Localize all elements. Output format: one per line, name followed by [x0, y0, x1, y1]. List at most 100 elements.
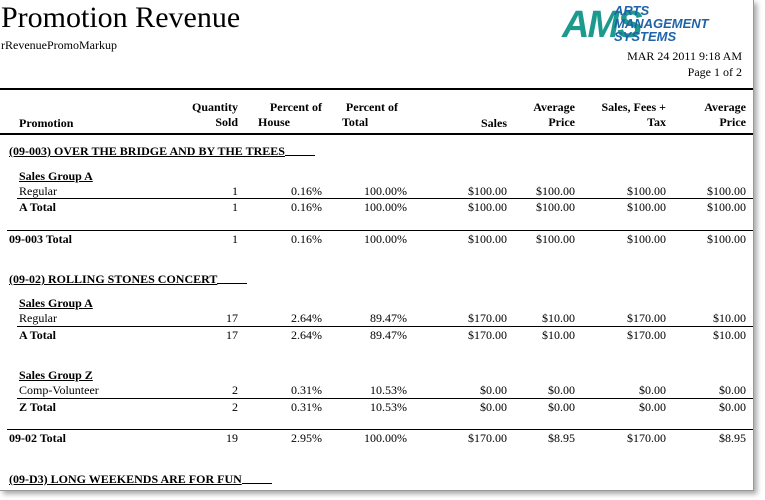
cell-sales: $0.00 [480, 383, 507, 397]
cell-sft: $170.00 [627, 328, 666, 342]
cell-qty: 1 [232, 200, 238, 214]
cell-qty: 2 [232, 400, 238, 414]
col-header-average-price-2: Average Price [680, 100, 746, 130]
sales-group-title: Sales Group A [19, 169, 93, 183]
col-header-percent-house: Percent of House [246, 100, 322, 130]
cell-qty: 1 [232, 232, 238, 246]
col-header-sft-line2: Tax [647, 115, 666, 129]
title-underline-pad [284, 143, 315, 156]
cell-qty: 17 [226, 328, 238, 342]
group-total-row: A Total 1 0.16% 100.00% $100.00 $100.00 … [0, 199, 753, 215]
arts-management-systems-logo: AMS ARTS MANAGEMENT SYSTEMS [562, 3, 742, 47]
report-title: Promotion Revenue [1, 1, 241, 34]
cell-avg: $100.00 [536, 184, 575, 198]
col-header-avg2-line1: Average [704, 100, 746, 114]
cell-sft: $100.00 [627, 200, 666, 214]
report-datetime: MAR 24 2011 9:18 AM [627, 49, 742, 63]
report-page: Promotion Revenue rRevenuePromoMarkup AM… [0, 0, 754, 491]
col-header-sales: Sales [480, 116, 507, 130]
cell-pot: 100.00% [364, 200, 407, 214]
promotion-title: (09-D3) LONG WEEKENDS ARE FOR FUN [9, 471, 272, 487]
col-header-sales-fees-tax: Sales, Fees + Tax [580, 100, 667, 130]
row-label: Z Total [19, 400, 57, 414]
promotion-title: (09-003) OVER THE BRIDGE AND BY THE TREE… [9, 143, 315, 159]
cell-sales: $170.00 [468, 431, 507, 445]
cell-pot: 100.00% [364, 184, 407, 198]
cell-pot: 89.47% [370, 311, 407, 325]
row-label: 09-003 Total [9, 232, 73, 246]
cell-sales: $170.00 [468, 328, 507, 342]
logo-line-systems: SYSTEMS [614, 29, 677, 44]
logo-line-arts: ARTS [614, 3, 650, 18]
subtotal-rule [17, 326, 753, 327]
col-header-quantity-line2: Sold [215, 115, 238, 129]
promotion-title: (09-02) ROLLING STONES CONCERT [9, 271, 248, 287]
cell-sales: $100.00 [468, 184, 507, 198]
row-label: 09-02 Total [9, 431, 67, 445]
cell-sft: $170.00 [627, 431, 666, 445]
col-header-avg-line2: Price [548, 115, 575, 129]
col-header-quantity-sold: Quantity Sold [170, 100, 238, 130]
promotion-title-text: (09-D3) LONG WEEKENDS ARE FOR FUN [9, 472, 242, 486]
detail-row: Regular 1 0.16% 100.00% $100.00 $100.00 … [0, 183, 753, 199]
cell-poh: 0.31% [291, 400, 322, 414]
cell-avg: $0.00 [548, 383, 575, 397]
row-label: Comp-Volunteer [19, 383, 99, 397]
cell-sales: $100.00 [468, 200, 507, 214]
cell-sales: $0.00 [480, 400, 507, 414]
cell-avg2: $0.00 [719, 400, 746, 414]
col-header-average-price: Average Price [510, 100, 575, 130]
title-underline-pad [217, 271, 248, 284]
cell-avg: $10.00 [542, 311, 575, 325]
cell-sft: $170.00 [627, 311, 666, 325]
logo-wordmark: ARTS MANAGEMENT SYSTEMS [614, 4, 709, 43]
cell-sft: $0.00 [639, 383, 666, 397]
promotion-title-text: (09-003) OVER THE BRIDGE AND BY THE TREE… [9, 144, 285, 158]
cell-sft: $100.00 [627, 232, 666, 246]
col-header-pot-line2: Total [342, 115, 369, 129]
promotion-total-row: 09-02 Total 19 2.95% 100.00% $170.00 $8.… [0, 430, 753, 446]
cell-poh: 0.16% [291, 232, 322, 246]
cell-pot: 10.53% [370, 383, 407, 397]
logo-line-management: MANAGEMENT [614, 16, 709, 31]
header-top-rule [0, 88, 753, 90]
cell-avg2: $100.00 [707, 200, 746, 214]
logo-mark: AMS [562, 4, 642, 46]
cell-pot: 10.53% [370, 400, 407, 414]
cell-qty: 17 [226, 311, 238, 325]
cell-avg2: $0.00 [719, 383, 746, 397]
promotion-total-row: 09-003 Total 1 0.16% 100.00% $100.00 $10… [0, 231, 753, 247]
cell-avg: $0.00 [548, 400, 575, 414]
col-header-sft-line1: Sales, Fees + [601, 100, 667, 114]
title-underline-pad [241, 471, 272, 484]
detail-row: Regular 17 2.64% 89.47% $170.00 $10.00 $… [0, 310, 753, 326]
col-header-percent-total: Percent of Total [330, 100, 398, 130]
cell-pot: 89.47% [370, 328, 407, 342]
cell-qty: 1 [232, 184, 238, 198]
cell-qty: 19 [226, 431, 238, 445]
cell-sales: $170.00 [468, 311, 507, 325]
cell-avg: $100.00 [536, 232, 575, 246]
sales-group-title: Sales Group Z [19, 368, 93, 382]
detail-row: Comp-Volunteer 2 0.31% 10.53% $0.00 $0.0… [0, 382, 753, 398]
cell-poh: 2.95% [291, 431, 322, 445]
col-header-poh-line2: House [258, 115, 291, 129]
cell-poh: 0.16% [291, 184, 322, 198]
cell-avg: $100.00 [536, 200, 575, 214]
group-total-row: Z Total 2 0.31% 10.53% $0.00 $0.00 $0.00… [0, 399, 753, 415]
promotion-title-text: (09-02) ROLLING STONES CONCERT [9, 272, 218, 286]
col-header-avg2-line2: Price [719, 115, 746, 129]
header-bottom-rule [0, 133, 753, 135]
cell-avg2: $10.00 [713, 328, 746, 342]
col-header-poh-line1: Percent of [269, 100, 322, 114]
cell-qty: 2 [232, 383, 238, 397]
sales-group-title: Sales Group A [19, 296, 93, 310]
row-label: A Total [19, 200, 57, 214]
cell-pot: 100.00% [364, 232, 407, 246]
cell-avg: $10.00 [542, 328, 575, 342]
row-label: Regular [19, 184, 57, 198]
col-header-pot-line1: Percent of [345, 100, 398, 114]
cell-sft: $0.00 [639, 400, 666, 414]
row-label: A Total [19, 328, 57, 342]
cell-sales: $100.00 [468, 232, 507, 246]
